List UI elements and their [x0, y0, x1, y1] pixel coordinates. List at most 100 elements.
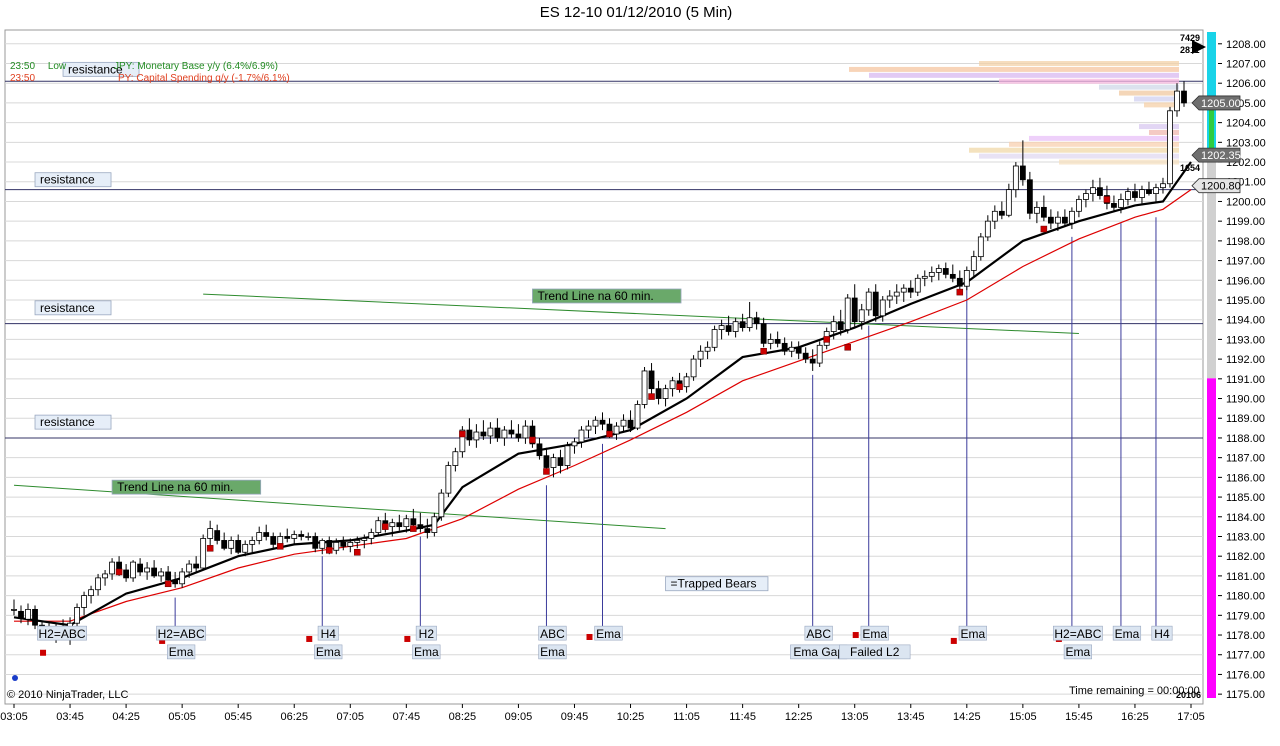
candle	[207, 528, 214, 539]
signal-marker	[760, 347, 767, 355]
signal-marker	[676, 383, 683, 390]
candle	[452, 451, 459, 466]
candle	[760, 323, 767, 344]
candle	[865, 291, 872, 311]
candle	[550, 457, 557, 468]
candle	[466, 429, 473, 441]
signal-marker	[606, 430, 613, 438]
candle	[627, 419, 634, 429]
candle	[739, 321, 746, 328]
x-tick-label: 09:45	[561, 711, 589, 723]
annotation-box	[412, 644, 441, 660]
candle	[970, 256, 977, 271]
candle	[424, 528, 431, 533]
candle	[1061, 216, 1068, 224]
y-tick-label: 1181.00	[1226, 571, 1265, 583]
plot-frame	[4, 29, 1204, 705]
y-tick-label: 1194.00	[1226, 315, 1265, 327]
candle	[1047, 216, 1054, 224]
signal-marker	[115, 568, 123, 576]
candle	[81, 595, 87, 608]
x-tick-label: 07:05	[337, 711, 365, 723]
text-box-label: resistance	[68, 62, 123, 76]
signal-marker	[382, 523, 389, 530]
candle	[228, 540, 235, 549]
candle	[501, 429, 508, 439]
news-time: 23:50	[10, 61, 36, 72]
annotation-box	[167, 644, 196, 660]
candle	[1090, 187, 1096, 194]
x-tick-label: 13:05	[841, 711, 869, 723]
annotation-label: Ema	[169, 645, 194, 659]
x-tick-label: 04:25	[112, 711, 140, 723]
volume-bar-up	[1209, 97, 1214, 163]
candle	[1076, 199, 1082, 212]
candle	[543, 455, 550, 468]
price-tag-label: 1200.80	[1201, 181, 1241, 193]
candle	[354, 540, 361, 543]
candle	[669, 380, 676, 390]
candle	[613, 425, 620, 435]
candle	[459, 429, 466, 453]
signal-marker	[326, 547, 333, 554]
signal-marker	[164, 580, 172, 588]
candle	[487, 427, 494, 437]
signal-marker	[956, 288, 964, 296]
candle	[949, 273, 956, 279]
volume-profile-bar	[979, 61, 1179, 67]
signal-marker	[354, 549, 361, 556]
candle	[767, 339, 774, 344]
y-tick-label: 1189.00	[1226, 413, 1265, 425]
candle	[431, 516, 438, 533]
candle	[130, 561, 137, 579]
signal-marker	[586, 633, 593, 640]
y-tick-label: 1185.00	[1226, 492, 1265, 504]
candle	[25, 609, 31, 620]
candle	[704, 346, 711, 352]
signal-marker	[410, 525, 417, 532]
y-tick-label: 1188.00	[1226, 433, 1265, 445]
x-tick-label: 13:45	[897, 711, 925, 723]
volume-label: 2811	[1180, 45, 1200, 55]
candle	[802, 352, 809, 360]
text-box-label: resistance	[40, 301, 95, 315]
candle	[900, 287, 907, 293]
candle	[186, 563, 193, 573]
candle	[1097, 187, 1103, 196]
y-tick-label: 1198.00	[1226, 236, 1265, 248]
candle	[438, 492, 445, 518]
volume-profile-bar	[849, 66, 1179, 72]
text-box	[34, 300, 112, 316]
candle	[683, 376, 690, 388]
candle	[214, 530, 221, 541]
candle	[298, 534, 305, 537]
candle	[249, 540, 256, 545]
candle	[333, 541, 340, 551]
y-tick-label: 1193.00	[1226, 334, 1265, 346]
connection-dot	[12, 675, 18, 681]
y-tick-label: 1208.00	[1226, 39, 1266, 51]
text-box	[34, 172, 112, 188]
candle	[851, 297, 858, 323]
annotation-box	[1112, 625, 1142, 641]
candle	[795, 346, 802, 354]
annotation-label: Ema	[1066, 645, 1091, 659]
candle	[193, 563, 200, 569]
y-tick-label: 1182.00	[1226, 551, 1265, 563]
annotation-label: Ema	[1115, 627, 1140, 641]
annotation-box	[314, 644, 343, 660]
candle	[578, 429, 585, 443]
annotation-box	[1063, 644, 1092, 660]
candle	[977, 236, 984, 258]
y-tick-label: 1183.00	[1226, 531, 1265, 543]
y-tick-label: 1180.00	[1226, 591, 1265, 603]
annotation-label: Ema	[960, 627, 985, 641]
volume-profile-bar	[869, 72, 1179, 78]
candle	[1118, 199, 1124, 208]
volume-label: 1654	[1180, 163, 1200, 173]
x-tick-label: 08:25	[449, 711, 477, 723]
ema-slow-line	[14, 189, 1192, 622]
x-tick-label: 15:45	[1065, 711, 1093, 723]
candle	[536, 443, 543, 457]
